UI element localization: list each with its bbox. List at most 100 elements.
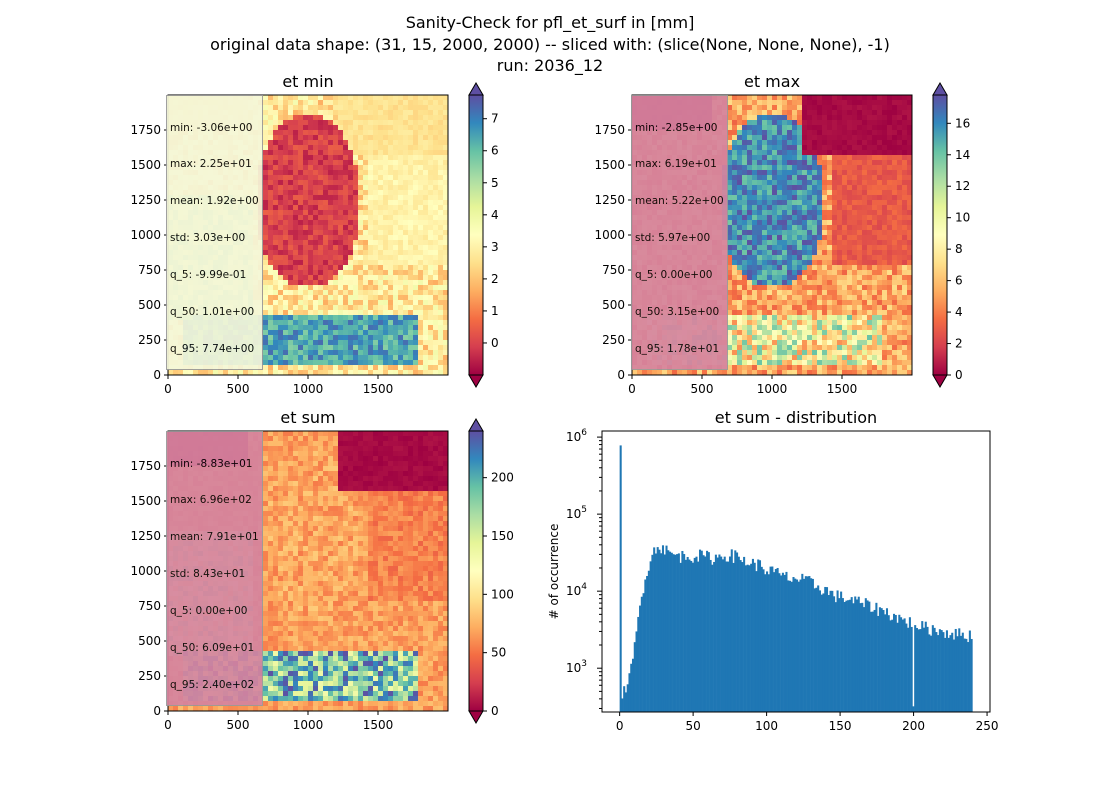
heatmap-cell [887, 135, 893, 141]
heatmap-cell [353, 195, 359, 201]
heatmap-cell [383, 240, 389, 246]
heatmap-cell [373, 200, 379, 206]
heatmap-cell [403, 95, 409, 101]
heatmap-cell [777, 235, 783, 241]
heatmap-cell [363, 185, 369, 191]
heatmap-cell [438, 140, 444, 146]
heatmap-cell [353, 320, 359, 326]
heatmap-cell [383, 270, 389, 276]
heatmap-cell [363, 125, 369, 131]
heatmap-cell [428, 175, 434, 181]
heatmap-cell [283, 340, 289, 346]
heatmap-cell [782, 215, 788, 221]
heatmap-cell [318, 230, 324, 236]
heatmap-cell [308, 205, 314, 211]
heatmap-cell [378, 110, 384, 116]
heatmap-cell [428, 245, 434, 251]
heatmap-cell [443, 155, 449, 161]
heatmap-cell [388, 310, 394, 316]
heatmap-cell [837, 230, 843, 236]
heatmap-cell [752, 180, 758, 186]
heatmap-cell [817, 225, 823, 231]
heatmap-cell [338, 270, 344, 276]
heatmap-cell [308, 115, 314, 121]
heatmap-cell [298, 195, 304, 201]
heatmap-cell [403, 230, 409, 236]
heatmap-cell [268, 135, 274, 141]
heatmap-cell [408, 235, 414, 241]
heatmap-cell [403, 320, 409, 326]
heatmap-cell [837, 250, 843, 256]
heatmap-cell [268, 95, 274, 101]
heatmap-cell [263, 110, 269, 116]
heatmap-cell [373, 130, 379, 136]
heatmap-cell [418, 355, 424, 361]
heatmap-cell [378, 95, 384, 101]
heatmap-cell [353, 275, 359, 281]
heatmap-cell [388, 160, 394, 166]
heatmap-cell [892, 150, 898, 156]
heatmap-cell [383, 365, 389, 371]
heatmap-cell [298, 150, 304, 156]
heatmap-cell [762, 130, 768, 136]
heatmap-cell [323, 170, 329, 176]
heatmap-cell [338, 115, 344, 121]
heatmap-cell [338, 125, 344, 131]
heatmap-cell [263, 170, 269, 176]
heatmap-cell [368, 295, 374, 301]
heatmap-cell [368, 305, 374, 311]
heatmap-cell [418, 335, 424, 341]
heatmap-cell [862, 165, 868, 171]
heatmap-cell [343, 165, 349, 171]
heatmap-cell [288, 200, 294, 206]
heatmap-cell [403, 105, 409, 111]
heatmap-cell [348, 150, 354, 156]
heatmap-cell [802, 235, 808, 241]
heatmap-cell [348, 275, 354, 281]
heatmap-cell [433, 335, 439, 341]
heatmap-cell [328, 310, 334, 316]
heatmap-cell [767, 195, 773, 201]
heatmap-cell [403, 340, 409, 346]
heatmap-cell [318, 170, 324, 176]
heatmap-cell [328, 100, 334, 106]
heatmap-cell [343, 205, 349, 211]
heatmap-cell [727, 165, 733, 171]
heatmap-cell [293, 275, 299, 281]
heatmap-cell [418, 360, 424, 366]
heatmap-cell [423, 365, 429, 371]
heatmap-cell [373, 320, 379, 326]
heatmap-cell [358, 355, 364, 361]
heatmap-cell [732, 190, 738, 196]
heatmap-cell [822, 250, 828, 256]
panel-title-et-max: et max [743, 72, 801, 91]
heatmap-cell [428, 100, 434, 106]
heatmap-cell [313, 225, 319, 231]
heatmap-cell [772, 120, 778, 126]
heatmap-cell [373, 285, 379, 291]
heatmap-cell [338, 175, 344, 181]
heatmap-cell [333, 215, 339, 221]
heatmap-cell [393, 210, 399, 216]
heatmap-cell [797, 205, 803, 211]
heatmap-cell [393, 280, 399, 286]
heatmap-cell [762, 175, 768, 181]
heatmap-cell [443, 205, 449, 211]
heatmap-cell [837, 245, 843, 251]
heatmap-cell [298, 170, 304, 176]
heatmap-cell [413, 260, 419, 266]
heatmap-cell [418, 330, 424, 336]
heatmap-cell [752, 150, 758, 156]
heatmap-cell [822, 185, 828, 191]
heatmap-cell [308, 165, 314, 171]
heatmap-cell [328, 125, 334, 131]
heatmap-cell [318, 185, 324, 191]
heatmap-cell [842, 150, 848, 156]
heatmap-cell [368, 100, 374, 106]
heatmap-cell [757, 105, 763, 111]
heatmap-cell [378, 125, 384, 131]
heatmap-cell [742, 110, 748, 116]
heatmap-cell [433, 120, 439, 126]
heatmap-cell [827, 175, 833, 181]
heatmap-cell [802, 95, 808, 101]
